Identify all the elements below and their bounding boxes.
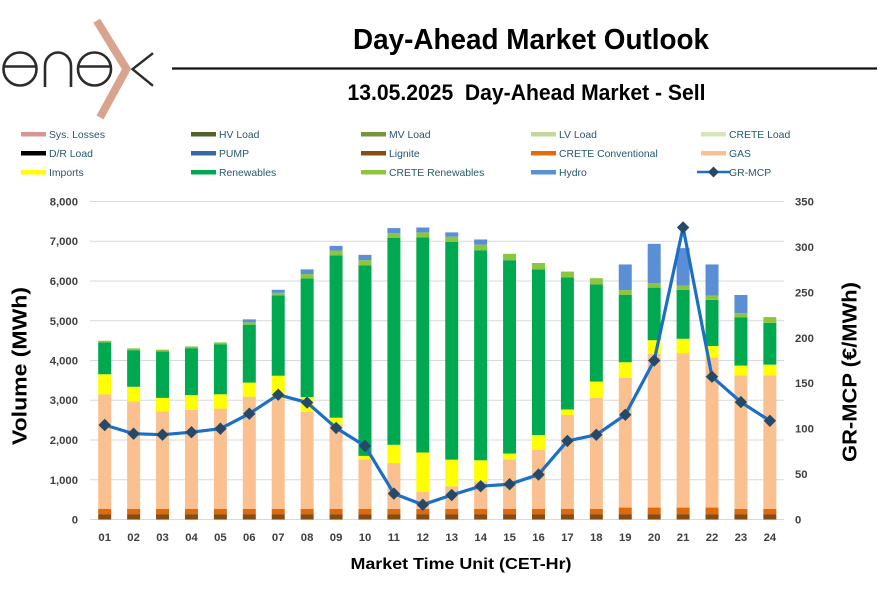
svg-text:Imports: Imports bbox=[49, 168, 84, 179]
svg-text:300: 300 bbox=[795, 242, 814, 254]
svg-text:350: 350 bbox=[795, 197, 814, 209]
svg-text:0: 0 bbox=[72, 515, 78, 527]
svg-text:14: 14 bbox=[474, 532, 487, 544]
svg-text:04: 04 bbox=[185, 532, 198, 544]
svg-text:GAS: GAS bbox=[729, 149, 751, 160]
svg-text:21: 21 bbox=[677, 532, 690, 544]
svg-text:19: 19 bbox=[619, 532, 632, 544]
svg-text:Market Time Unit (CET-Hr): Market Time Unit (CET-Hr) bbox=[351, 556, 572, 573]
svg-text:05: 05 bbox=[214, 532, 227, 544]
svg-text:07: 07 bbox=[272, 532, 285, 544]
svg-text:08: 08 bbox=[301, 532, 314, 544]
svg-text:0: 0 bbox=[795, 515, 801, 527]
svg-text:16: 16 bbox=[532, 532, 545, 544]
svg-text:MV Load: MV Load bbox=[389, 130, 431, 141]
svg-text:Volume (MWh): Volume (MWh) bbox=[10, 287, 32, 445]
svg-text:17: 17 bbox=[561, 532, 574, 544]
svg-text:PUMP: PUMP bbox=[219, 149, 249, 160]
svg-text:Renewables: Renewables bbox=[219, 168, 276, 179]
svg-text:50: 50 bbox=[795, 469, 808, 481]
svg-text:CRETE Renewables: CRETE Renewables bbox=[389, 168, 484, 179]
svg-text:CRETE Load: CRETE Load bbox=[729, 130, 790, 141]
svg-text:10: 10 bbox=[359, 532, 372, 544]
svg-text:22: 22 bbox=[706, 532, 719, 544]
svg-text:4,000: 4,000 bbox=[50, 356, 78, 368]
svg-text:13: 13 bbox=[445, 532, 458, 544]
svg-text:01: 01 bbox=[98, 532, 111, 544]
svg-text:CRETE Conventional: CRETE Conventional bbox=[559, 149, 658, 160]
svg-text:5,000: 5,000 bbox=[50, 316, 78, 328]
svg-text:LV Load: LV Load bbox=[559, 130, 597, 141]
svg-text:GR-MCP: GR-MCP bbox=[729, 168, 771, 179]
svg-text:HV Load: HV Load bbox=[219, 130, 260, 141]
svg-text:23: 23 bbox=[735, 532, 748, 544]
svg-text:18: 18 bbox=[590, 532, 603, 544]
svg-text:200: 200 bbox=[795, 333, 814, 345]
svg-text:24: 24 bbox=[764, 532, 777, 544]
svg-text:Sys. Losses: Sys. Losses bbox=[49, 130, 105, 141]
svg-text:12: 12 bbox=[417, 532, 430, 544]
svg-text:Day-Ahead Market Outlook: Day-Ahead Market Outlook bbox=[353, 24, 710, 56]
svg-text:11: 11 bbox=[388, 532, 400, 544]
svg-text:250: 250 bbox=[795, 287, 814, 299]
svg-text:D/R Load: D/R Load bbox=[49, 149, 93, 160]
svg-text:02: 02 bbox=[127, 532, 140, 544]
svg-text:09: 09 bbox=[330, 532, 343, 544]
svg-text:13.05.2025 Day-Ahead Market -: 13.05.2025 Day-Ahead Market - Sell bbox=[348, 80, 706, 105]
svg-text:100: 100 bbox=[795, 424, 814, 436]
svg-text:03: 03 bbox=[156, 532, 169, 544]
svg-text:2,000: 2,000 bbox=[50, 435, 78, 447]
svg-text:Hydro: Hydro bbox=[559, 168, 587, 179]
svg-text:1,000: 1,000 bbox=[50, 475, 78, 487]
svg-text:15: 15 bbox=[503, 532, 516, 544]
svg-text:150: 150 bbox=[795, 378, 814, 390]
svg-text:06: 06 bbox=[243, 532, 256, 544]
svg-text:20: 20 bbox=[648, 532, 661, 544]
svg-text:3,000: 3,000 bbox=[50, 395, 78, 407]
svg-text:7,000: 7,000 bbox=[50, 236, 78, 248]
svg-text:8,000: 8,000 bbox=[50, 197, 78, 209]
svg-text:GR-MCP (€/MWh): GR-MCP (€/MWh) bbox=[840, 282, 862, 462]
svg-text:6,000: 6,000 bbox=[50, 276, 78, 288]
svg-text:Lignite: Lignite bbox=[389, 149, 420, 160]
